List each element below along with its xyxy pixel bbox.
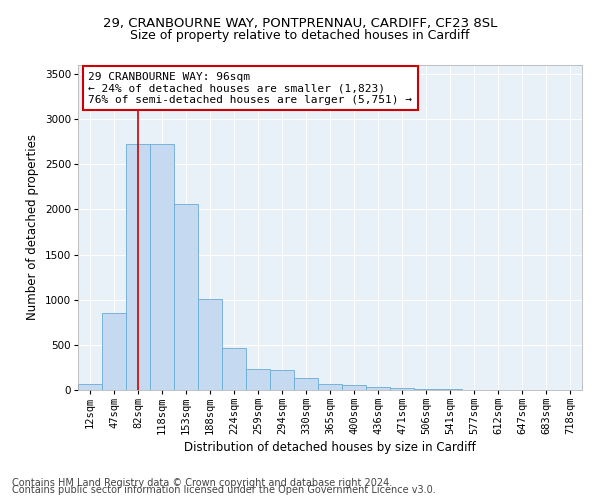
Bar	[222, 348, 246, 390]
Bar	[294, 378, 318, 390]
Bar	[438, 389, 462, 390]
Bar	[198, 299, 222, 390]
X-axis label: Distribution of detached houses by size in Cardiff: Distribution of detached houses by size …	[184, 442, 476, 454]
Bar	[174, 204, 198, 390]
Text: Size of property relative to detached houses in Cardiff: Size of property relative to detached ho…	[130, 28, 470, 42]
Text: 29 CRANBOURNE WAY: 96sqm
← 24% of detached houses are smaller (1,823)
76% of sem: 29 CRANBOURNE WAY: 96sqm ← 24% of detach…	[88, 72, 412, 104]
Text: Contains public sector information licensed under the Open Government Licence v3: Contains public sector information licen…	[12, 485, 436, 495]
Bar	[390, 388, 414, 390]
Bar	[150, 144, 174, 390]
Bar	[342, 385, 366, 390]
Text: 29, CRANBOURNE WAY, PONTPRENNAU, CARDIFF, CF23 8SL: 29, CRANBOURNE WAY, PONTPRENNAU, CARDIFF…	[103, 18, 497, 30]
Bar	[318, 384, 342, 390]
Bar	[246, 369, 270, 390]
Bar	[126, 144, 150, 390]
Bar	[78, 384, 102, 390]
Y-axis label: Number of detached properties: Number of detached properties	[26, 134, 39, 320]
Bar	[366, 387, 390, 390]
Bar	[414, 388, 438, 390]
Bar	[102, 314, 126, 390]
Text: Contains HM Land Registry data © Crown copyright and database right 2024.: Contains HM Land Registry data © Crown c…	[12, 478, 392, 488]
Bar	[270, 370, 294, 390]
